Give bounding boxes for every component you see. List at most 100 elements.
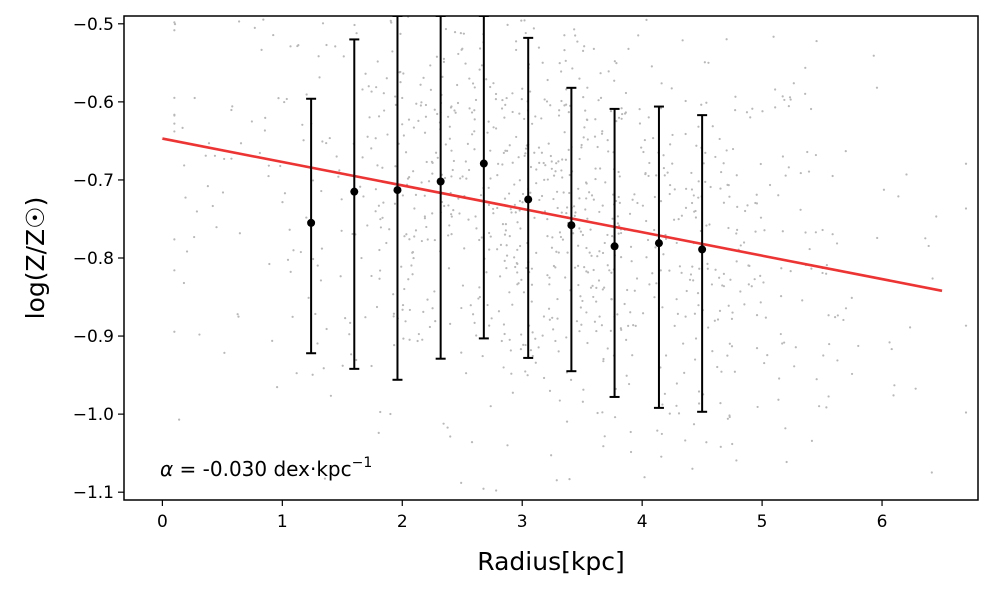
scatter-cloud-point [442, 422, 445, 425]
scatter-cloud-point [505, 267, 508, 270]
scatter-cloud-point [722, 162, 725, 165]
scatter-cloud-point [394, 165, 397, 168]
scatter-cloud-point [533, 151, 536, 154]
scatter-cloud-point [549, 104, 552, 107]
scatter-cloud-point [542, 315, 546, 318]
scatter-cloud-point [502, 366, 505, 369]
scatter-cloud-point [617, 116, 621, 119]
scatter-cloud-point [413, 207, 416, 210]
scatter-cloud-point [671, 133, 674, 137]
scatter-cloud-point [558, 62, 561, 65]
scatter-cloud-point [697, 196, 700, 199]
scatter-cloud-point [453, 31, 457, 34]
scatter-cloud-point [875, 86, 879, 89]
scatter-cloud-point [512, 13, 514, 15]
scatter-cloud-point [471, 313, 475, 316]
scatter-cloud-point [534, 115, 537, 118]
scatter-cloud-point [599, 72, 602, 75]
scatter-cloud-point [272, 33, 275, 37]
scatter-cloud-point [705, 101, 708, 104]
scatter-cloud-point [424, 103, 428, 107]
scatter-cloud-point [751, 107, 754, 110]
scatter-cloud-point [329, 11, 331, 13]
scatter-cloud-point [325, 43, 328, 47]
scatter-cloud-point [905, 173, 908, 176]
scatter-cloud-point [792, 82, 795, 85]
scatter-cloud-point [340, 229, 343, 232]
scatter-cloud-point [650, 65, 653, 68]
scatter-cloud-point [533, 216, 536, 219]
scatter-cloud-point [799, 208, 802, 211]
scatter-cloud-point [691, 265, 694, 268]
scatter-cloud-point [207, 142, 211, 145]
scatter-cloud-point [516, 221, 519, 224]
scatter-cloud-point [556, 206, 559, 210]
scatter-cloud-point [301, 123, 304, 126]
scatter-cloud-point [593, 135, 597, 138]
scatter-cloud-point [519, 348, 523, 351]
scatter-cloud-point [459, 32, 462, 35]
scatter-cloud-point [654, 246, 657, 249]
scatter-cloud-point [428, 325, 431, 329]
scatter-cloud-point [624, 91, 628, 95]
scatter-cloud-point [759, 274, 762, 277]
scatter-cloud-point [370, 147, 373, 150]
gradient-value: = -0.030 dex·kpc [173, 457, 351, 481]
scatter-cloud-point [673, 324, 676, 327]
scatter-cloud-point [647, 174, 650, 178]
scatter-cloud-point [529, 90, 532, 93]
scatter-cloud-point [815, 378, 818, 381]
scatter-cloud-point [561, 176, 564, 179]
scatter-cloud-point [575, 320, 579, 323]
scatter-cloud-point [501, 98, 504, 102]
scatter-cloud-point [523, 19, 526, 22]
scatter-cloud-point [656, 429, 659, 432]
scatter-cloud-point [411, 273, 414, 276]
scatter-cloud-point [447, 267, 451, 270]
scatter-cloud-point [778, 377, 781, 380]
scatter-cloud-point [634, 324, 637, 327]
scatter-cloud-point [489, 235, 492, 238]
scatter-cloud-point [661, 403, 664, 406]
scatter-cloud-point [609, 110, 613, 113]
scatter-cloud-point [914, 387, 917, 390]
scatter-cloud-point [511, 92, 514, 95]
scatter-cloud-point [579, 230, 583, 233]
scatter-cloud-point [492, 212, 495, 215]
scatter-cloud-point [534, 337, 537, 340]
scatter-cloud-point [430, 160, 434, 163]
scatter-cloud-point [668, 412, 671, 415]
scatter-cloud-point [223, 157, 226, 161]
scatter-cloud-point [736, 228, 739, 231]
scatter-cloud-point [468, 77, 471, 80]
scatter-cloud-point [560, 99, 563, 103]
scatter-cloud-point [283, 100, 286, 104]
scatter-cloud-point [449, 322, 452, 325]
scatter-cloud-point [836, 359, 839, 362]
scatter-cloud-point [964, 411, 968, 414]
scatter-cloud-point [621, 112, 624, 116]
scatter-cloud-point [892, 394, 895, 397]
scatter-cloud-point [412, 170, 415, 173]
scatter-cloud-point [633, 193, 636, 196]
scatter-cloud-point [565, 206, 569, 209]
scatter-cloud-point [573, 266, 577, 269]
scatter-cloud-point [250, 120, 253, 123]
binned-point [393, 186, 402, 195]
scatter-cloud-point [433, 108, 436, 111]
scatter-cloud-point [581, 400, 584, 403]
scatter-cloud-point [576, 40, 579, 43]
scatter-cloud-point [815, 39, 818, 43]
scatter-cloud-point [417, 332, 420, 336]
scatter-cloud-point [627, 382, 631, 386]
scatter-cloud-point [321, 22, 325, 25]
binned-point-group [435, 16, 446, 360]
scatter-cloud-point [759, 162, 762, 166]
scatter-cloud-point [585, 246, 588, 250]
scatter-cloud-point [511, 303, 514, 306]
scatter-cloud-point [810, 439, 814, 442]
scatter-cloud-point [525, 266, 528, 270]
scatter-cloud-point [504, 103, 507, 106]
scatter-cloud-point [375, 86, 378, 89]
scatter-cloud-point [488, 248, 491, 251]
